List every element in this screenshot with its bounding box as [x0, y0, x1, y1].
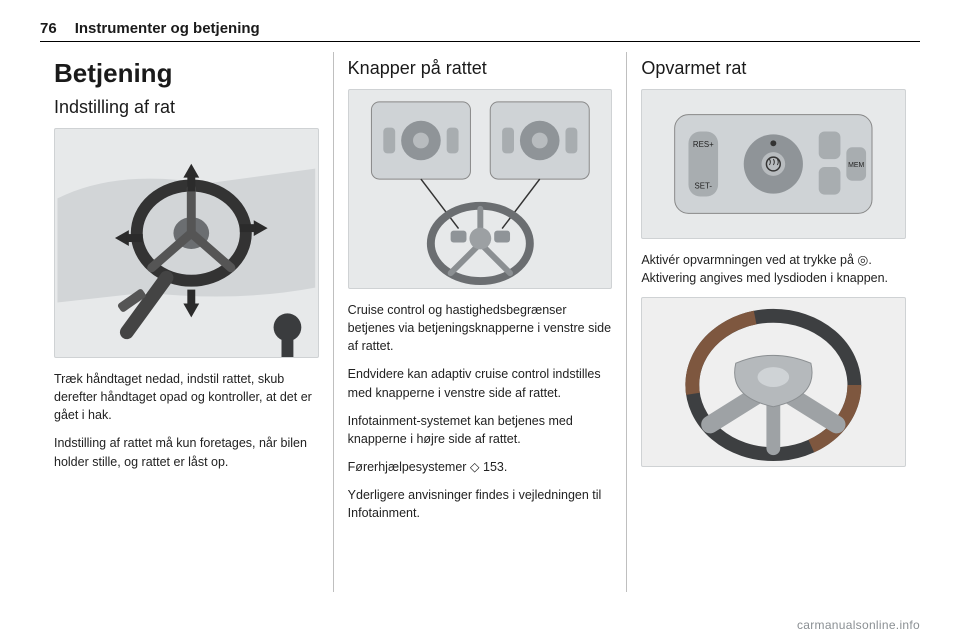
- xref-text: Førerhjælpesystemer: [348, 460, 470, 474]
- manual-page: 76 Instrumenter og betjening Betjening I…: [0, 0, 960, 642]
- subsection-heading: Knapper på rattet: [348, 58, 613, 79]
- body-text: Yderligere anvisninger findes i vejledni…: [348, 486, 613, 522]
- steering-wheel-illustration: [641, 297, 906, 467]
- svg-text:SET-: SET-: [695, 182, 713, 191]
- svg-text:MEM: MEM: [849, 162, 865, 169]
- chapter-title: Instrumenter og betjening: [75, 20, 260, 37]
- column-3: Opvarmet rat RES+ SET-: [626, 52, 920, 592]
- column-2: Knapper på rattet: [333, 52, 627, 592]
- subsection-heading: Indstilling af rat: [54, 97, 319, 118]
- content-columns: Betjening Indstilling af rat: [40, 52, 920, 592]
- text-run: Aktivér opvarmningen ved at trykke på: [641, 253, 857, 267]
- body-text: Cruise control og hastighedsbegrænser be…: [348, 301, 613, 355]
- page-header: 76 Instrumenter og betjening: [40, 20, 920, 41]
- column-1: Betjening Indstilling af rat: [40, 52, 333, 592]
- body-text: Infotainment-systemet kan betjenes med k…: [348, 412, 613, 448]
- heated-wheel-button-illustration: RES+ SET- MEM: [641, 89, 906, 239]
- body-text: Aktivér opvarmningen ved at trykke på ◎.…: [641, 251, 906, 287]
- page-number: 76: [40, 20, 57, 37]
- header-rule: 76 Instrumenter og betjening: [40, 20, 920, 42]
- body-text: Træk håndtaget nedad, indstil rattet, sk…: [54, 370, 319, 424]
- steering-adjust-illustration: [54, 128, 319, 358]
- subsection-heading: Opvarmet rat: [641, 58, 906, 79]
- body-text-xref: Førerhjælpesystemer ◇ 153.: [348, 458, 613, 476]
- wheel-buttons-illustration: [348, 89, 613, 289]
- section-heading: Betjening: [54, 58, 319, 89]
- body-text: Endvidere kan adaptiv cruise control ind…: [348, 365, 613, 401]
- xref-page: 153.: [480, 460, 508, 474]
- heated-wheel-icon: ◎: [857, 253, 868, 267]
- footer-source: carmanualsonline.info: [797, 618, 920, 632]
- xref-icon: ◇: [470, 460, 480, 474]
- svg-text:RES+: RES+: [693, 140, 714, 149]
- body-text: Indstilling af rattet må kun foretages, …: [54, 434, 319, 470]
